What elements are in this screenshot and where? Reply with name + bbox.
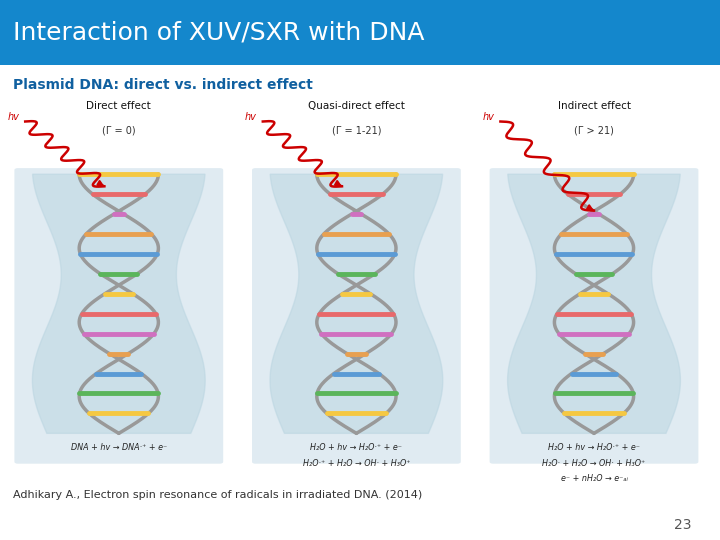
Text: hv: hv <box>245 112 256 123</box>
Text: DNA + hv → DNA·⁺ + e⁻: DNA + hv → DNA·⁺ + e⁻ <box>71 443 167 453</box>
FancyBboxPatch shape <box>490 168 698 464</box>
Text: H₂O· + H₂O → OH· + H₃O⁺: H₂O· + H₂O → OH· + H₃O⁺ <box>542 459 646 468</box>
Polygon shape <box>32 174 205 433</box>
Text: 23: 23 <box>674 518 691 532</box>
Text: H₂O·⁺ + H₂O → OH· + H₃O⁺: H₂O·⁺ + H₂O → OH· + H₃O⁺ <box>302 459 410 468</box>
Text: hv: hv <box>7 112 19 123</box>
Text: (Γ = 0): (Γ = 0) <box>102 126 135 136</box>
Polygon shape <box>508 174 680 433</box>
Text: e⁻ + nH₂O → e⁻ₐᵢ: e⁻ + nH₂O → e⁻ₐᵢ <box>561 474 627 483</box>
Text: Plasmid DNA: direct vs. indirect effect: Plasmid DNA: direct vs. indirect effect <box>13 78 312 92</box>
FancyBboxPatch shape <box>14 168 223 464</box>
Polygon shape <box>270 174 443 433</box>
Text: hv: hv <box>482 112 494 123</box>
Text: Adhikary A., Electron spin resonance of radicals in irradiated DNA. (2014): Adhikary A., Electron spin resonance of … <box>13 489 422 500</box>
Text: Direct effect: Direct effect <box>86 102 151 111</box>
Text: H₂O + hv → H₂O·⁺ + e⁻: H₂O + hv → H₂O·⁺ + e⁻ <box>310 443 402 453</box>
Text: Indirect effect: Indirect effect <box>557 102 631 111</box>
Text: (Γ > 21): (Γ > 21) <box>574 126 614 136</box>
Text: H₂O + hv → H₂O·⁺ + e⁻: H₂O + hv → H₂O·⁺ + e⁻ <box>548 443 640 453</box>
Text: (Γ = 1-21): (Γ = 1-21) <box>332 126 381 136</box>
Text: Quasi-direct effect: Quasi-direct effect <box>308 102 405 111</box>
FancyBboxPatch shape <box>252 168 461 464</box>
Text: Interaction of XUV/SXR with DNA: Interaction of XUV/SXR with DNA <box>13 21 425 44</box>
